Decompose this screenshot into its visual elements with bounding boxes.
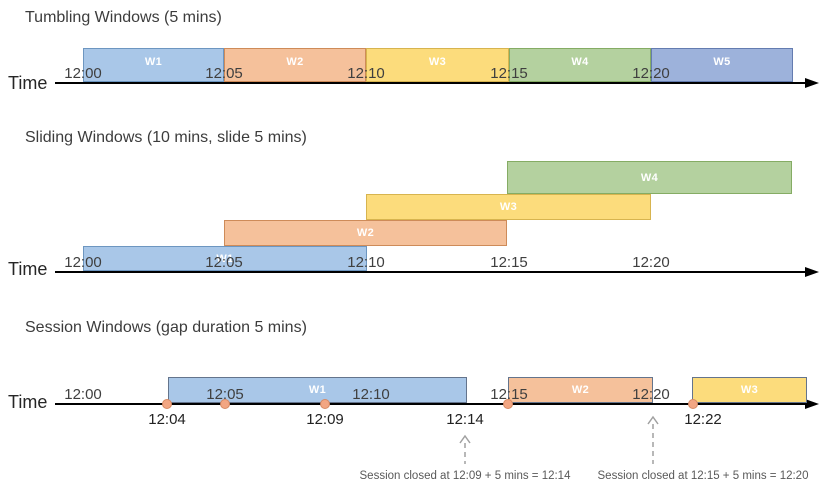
- sliding-window-w3: W3: [366, 194, 651, 220]
- sliding-window-w1-label: W1: [216, 252, 234, 265]
- session-tick-1215: 12:15: [490, 386, 528, 403]
- sliding-tick-1210: 12:10: [347, 254, 385, 271]
- session-close-annotation-2: Session closed at 12:15 + 5 mins = 12:20: [597, 470, 809, 482]
- session-title: Session Windows (gap duration 5 mins): [25, 319, 307, 336]
- tumbling-tick-1205: 12:05: [205, 65, 243, 82]
- session-close-arrow-1-icon: [459, 434, 471, 464]
- tumbling-window-w1-label: W1: [144, 55, 163, 68]
- event-time-label-1222: 12:22: [684, 411, 722, 428]
- sliding-window-w4-label: W4: [640, 171, 659, 184]
- tumbling-window-w1: W1: [83, 48, 224, 82]
- event-dot-2: [220, 399, 230, 409]
- sliding-window-w3-label: W3: [499, 201, 518, 213]
- event-time-label-1204: 12:04: [148, 411, 186, 428]
- tumbling-tick-1215: 12:15: [490, 65, 528, 82]
- session-window-w3-label: W3: [740, 384, 759, 396]
- session-window-w2: W2: [508, 377, 653, 403]
- session-tick-1205: 12:05: [206, 386, 244, 403]
- session-axis-arrowhead-icon: [805, 399, 819, 409]
- session-time-axis-label: Time: [8, 392, 48, 412]
- sliding-tick-1215: 12:15: [490, 254, 528, 271]
- session-tick-1210: 12:10: [352, 386, 390, 403]
- sliding-title: Sliding Windows (10 mins, slide 5 mins): [25, 129, 307, 146]
- tumbling-window-w4: W4: [509, 48, 651, 82]
- event-dot-1: [162, 399, 172, 409]
- session-window-w1-label: W1: [308, 384, 327, 396]
- sliding-time-axis-label: Time: [8, 259, 48, 279]
- event-time-label-1214: 12:14: [446, 411, 484, 428]
- event-dot-5: [688, 399, 698, 409]
- tumbling-window-w3: W3: [366, 48, 509, 82]
- tumbling-tick-1210: 12:10: [347, 65, 385, 82]
- sliding-tick-1205: 12:05: [205, 254, 243, 271]
- session-window-w2-label: W2: [571, 384, 590, 396]
- sliding-axis-arrowhead-icon: [805, 267, 819, 277]
- event-dot-4: [503, 399, 513, 409]
- session-time-axis: [55, 403, 806, 405]
- session-window-w1: W1: [168, 377, 467, 403]
- tumbling-axis-arrowhead-icon: [805, 78, 819, 88]
- tumbling-window-w5-label: W5: [713, 55, 731, 68]
- sliding-window-w1: W1: [83, 246, 367, 271]
- sliding-tick-1200: 12:00: [64, 254, 102, 271]
- tumbling-window-w3-label: W3: [428, 55, 447, 68]
- tumbling-time-axis: [55, 82, 806, 84]
- tumbling-time-axis-label: Time: [8, 73, 48, 93]
- tumbling-title: Tumbling Windows (5 mins): [25, 9, 222, 26]
- event-time-label-1209: 12:09: [306, 411, 344, 428]
- tumbling-window-w2-label: W2: [286, 55, 304, 68]
- sliding-window-w2-label: W2: [356, 227, 375, 239]
- session-window-w3: W3: [692, 377, 807, 403]
- session-close-arrow-2-icon: [647, 415, 659, 464]
- tumbling-tick-1220: 12:20: [632, 65, 670, 82]
- event-dot-3: [320, 399, 330, 409]
- session-close-annotation-1: Session closed at 12:09 + 5 mins = 12:14: [359, 470, 571, 482]
- sliding-tick-1220: 12:20: [632, 254, 670, 271]
- session-tick-1200: 12:00: [64, 386, 102, 403]
- sliding-time-axis: [55, 271, 806, 273]
- tumbling-window-w4-label: W4: [571, 55, 589, 68]
- tumbling-tick-1200: 12:00: [64, 65, 102, 82]
- session-tick-1220: 12:20: [632, 386, 670, 403]
- tumbling-window-w5: W5: [651, 48, 793, 82]
- sliding-window-w4: W4: [507, 161, 792, 194]
- sliding-window-w2: W2: [224, 220, 507, 246]
- tumbling-window-w2: W2: [224, 48, 366, 82]
